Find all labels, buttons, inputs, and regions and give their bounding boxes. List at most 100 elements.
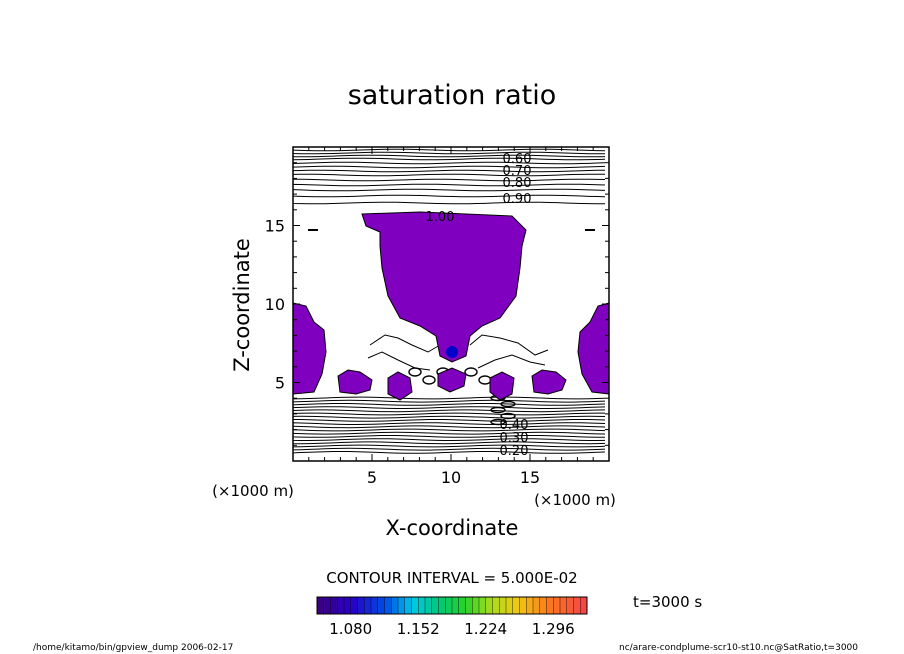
colorbar-segment xyxy=(458,597,466,614)
x-tick-label: 10 xyxy=(441,468,461,487)
contour-loop xyxy=(500,412,516,420)
colorbar-segment xyxy=(499,597,507,614)
y-tick-label: 10 xyxy=(265,295,285,314)
colorbar-segment xyxy=(431,597,439,614)
y-axis-label: Z-coordinate xyxy=(230,238,254,372)
colorbar-segment xyxy=(438,597,446,614)
colorbar-segment xyxy=(472,597,480,614)
contour-line xyxy=(293,161,606,165)
y-tick-label: 5 xyxy=(275,374,285,393)
colorbar-segment xyxy=(479,597,487,614)
contour-value-label: 1.00 xyxy=(426,210,455,225)
colorbar-segment xyxy=(350,597,358,614)
contour-line xyxy=(293,194,606,198)
colorbar-segment xyxy=(371,597,379,614)
colorbar xyxy=(316,597,588,614)
contour-line xyxy=(293,438,606,442)
contour-line xyxy=(293,396,606,400)
contour-line xyxy=(369,334,441,353)
contour-line xyxy=(293,415,606,419)
x-axis-unit-left: (×1000 m) xyxy=(212,482,294,500)
supersaturated-region-shape xyxy=(437,367,467,393)
contour-line xyxy=(293,165,606,169)
colorbar-segment xyxy=(492,597,500,614)
colorbar-segment xyxy=(512,597,520,614)
contour-line xyxy=(293,406,606,410)
contour-loop xyxy=(490,418,506,426)
colorbar-segment xyxy=(323,597,331,614)
x-tick-label: 15 xyxy=(520,468,540,487)
footer-left: /home/kitamo/bin/gpview_dump 2006-02-17 xyxy=(33,643,233,653)
colorbar-segment xyxy=(465,597,473,614)
colorbar-tick-label: 1.152 xyxy=(397,620,440,638)
contour-line xyxy=(293,447,606,451)
colorbar-segment xyxy=(573,597,581,614)
colorbar-segment xyxy=(553,597,561,614)
contour-line xyxy=(293,148,606,152)
colorbar-segment xyxy=(485,597,493,614)
contour-line xyxy=(293,418,606,422)
contour-line xyxy=(293,412,606,416)
contour-line xyxy=(293,422,606,426)
footer-right: nc/arare-condplume-scr10-st10.nc@SatRati… xyxy=(619,643,858,653)
contour-line xyxy=(293,431,606,435)
contour-loop xyxy=(422,375,436,385)
contour-loop xyxy=(408,367,422,377)
contour-line xyxy=(293,183,606,187)
contour-value-label: 0.90 xyxy=(503,192,532,207)
contour-value-label: 0.70 xyxy=(503,164,532,179)
colorbar-segment xyxy=(418,597,426,614)
contour-line xyxy=(477,354,546,369)
contour-line xyxy=(469,334,549,356)
colorbar-segment xyxy=(377,597,385,614)
contour-line xyxy=(293,169,606,173)
contour-value-label: 0.30 xyxy=(500,431,529,446)
colorbar-segment xyxy=(425,597,433,614)
x-tick-label: 5 xyxy=(367,468,377,487)
colorbar-tick-label: 1.080 xyxy=(329,620,372,638)
contour-line xyxy=(293,188,606,192)
colorbar-segment xyxy=(506,597,514,614)
supersaturated-region-shape xyxy=(293,302,327,395)
x-axis-label: X-coordinate xyxy=(386,516,519,540)
colorbar-segment xyxy=(357,597,365,614)
contour-line xyxy=(293,201,606,205)
supersaturated-region-shape xyxy=(577,302,609,395)
contour-line xyxy=(293,428,606,432)
plot-area xyxy=(292,146,610,462)
contour-line xyxy=(293,157,606,161)
contour-line xyxy=(293,399,606,403)
colorbar-segment xyxy=(364,597,372,614)
colorbar-segment xyxy=(546,597,554,614)
colorbar-segment xyxy=(344,597,352,614)
colorbar-segment xyxy=(539,597,547,614)
contour-line xyxy=(293,151,605,155)
contour-line xyxy=(293,178,606,182)
supersaturated-region-shape xyxy=(337,369,373,395)
contour-line xyxy=(293,154,606,158)
supersaturated-region-shape xyxy=(387,371,413,401)
colorbar-tick-labels: 1.080 1.152 1.224 1.296 xyxy=(329,620,574,638)
colorbar-segment xyxy=(452,597,460,614)
supersaturated-region-shape xyxy=(361,211,527,363)
supersaturated-region xyxy=(293,211,609,401)
contour-field xyxy=(293,148,606,454)
contour-loop xyxy=(464,367,478,377)
chart-title: saturation ratio xyxy=(348,80,557,111)
contour-line xyxy=(293,434,606,438)
contour-interval-text: CONTOUR INTERVAL = 5.000E-02 xyxy=(326,569,577,587)
colorbar-segment xyxy=(384,597,392,614)
y-tick-marks xyxy=(293,162,609,446)
colorbar-tick-label: 1.224 xyxy=(464,620,507,638)
contour-value-label: 0.40 xyxy=(500,418,529,433)
colorbar-segment xyxy=(560,597,568,614)
supersaturated-region-shape xyxy=(489,371,515,401)
colorbar-segment xyxy=(398,597,406,614)
contour-line xyxy=(293,425,606,429)
colorbar-segment xyxy=(526,597,534,614)
contour-value-label: 0.20 xyxy=(500,444,529,459)
contour-line xyxy=(293,173,606,177)
max-saturation-spot xyxy=(446,346,458,358)
x-axis-unit-right: (×1000 m) xyxy=(534,491,616,509)
colorbar-segment xyxy=(404,597,412,614)
